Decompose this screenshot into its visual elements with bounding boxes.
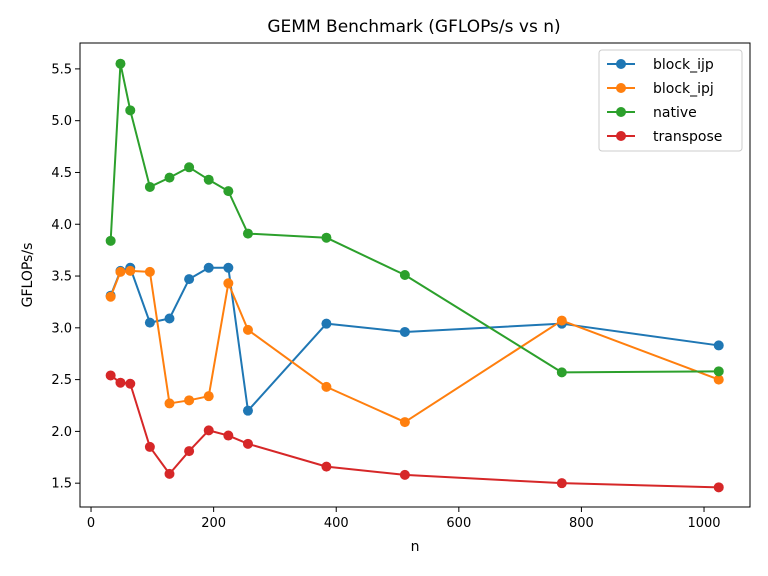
y-tick-label: 2.0 [51,425,72,440]
data-point [164,172,175,183]
y-tick-label: 3.0 [51,321,72,336]
data-point [105,370,116,381]
series-layer [105,58,724,493]
legend-marker [616,83,626,93]
data-point [184,162,195,173]
data-point [115,266,126,277]
data-point [242,228,253,239]
data-point [125,265,136,276]
data-point [321,381,332,392]
y-tick-label: 5.0 [51,114,72,129]
legend-marker [616,59,626,69]
legend-marker [616,107,626,117]
data-point [223,430,234,441]
legend-entry: transpose [607,129,722,145]
data-point [203,391,214,402]
x-axis-title: n [411,539,420,555]
x-tick-label: 800 [569,516,594,531]
x-tick-label: 200 [201,516,226,531]
data-point [321,232,332,243]
data-point [713,340,724,351]
data-point [321,318,332,329]
data-point [713,482,724,493]
data-point [184,274,195,285]
data-point [399,326,410,337]
y-tick-label: 1.5 [51,477,72,492]
data-point [556,315,567,326]
data-point [223,262,234,273]
data-point [144,317,155,328]
chart-title: GEMM Benchmark (GFLOPs/s vs n) [267,17,560,37]
data-point [164,398,175,409]
data-point [164,468,175,479]
data-point [223,186,234,197]
legend-box [598,49,743,152]
data-point [556,478,567,489]
data-point [115,58,126,69]
x-tick-label: 600 [446,516,471,531]
data-point [125,378,136,389]
data-point [105,291,116,302]
x-tick-label: 0 [87,516,95,531]
data-point [184,395,195,406]
legend-label: block_ijp [653,57,714,73]
y-tick-label: 4.0 [51,218,72,233]
data-point [164,313,175,324]
data-point [203,262,214,273]
x-tick-label: 400 [324,516,349,531]
y-tick-label: 5.5 [51,62,72,77]
data-point [713,366,724,377]
data-point [184,446,195,457]
series-block-ipj [105,265,724,428]
data-point [223,278,234,289]
data-point [144,266,155,277]
data-point [144,181,155,192]
data-point [242,324,253,335]
legend-entry: block_ipj [607,81,714,97]
y-axis: 1.5 2.0 2.5 3.0 3.5 4.0 4.5 5.0 5.5 [51,62,80,492]
data-point [203,174,214,185]
data-point [242,405,253,416]
data-point [321,461,332,472]
legend-entry: native [607,105,697,121]
legend-label: transpose [653,129,722,145]
data-point [556,367,567,378]
data-point [399,417,410,428]
data-point [115,377,126,388]
data-point [125,105,136,116]
x-axis: 0 200 400 600 800 1000 [87,507,721,531]
legend-label: native [653,105,697,121]
plot-frame [79,42,751,508]
legend-entry: block_ijp [607,57,714,73]
y-tick-label: 4.5 [51,166,72,181]
data-point [144,441,155,452]
y-tick-label: 3.5 [51,270,72,285]
legend-label: block_ipj [653,81,714,97]
data-point [399,270,410,280]
y-tick-label: 2.5 [51,373,72,388]
series-native [105,58,724,378]
data-point [242,438,253,449]
y-axis-title: GFLOPs/s [20,243,36,308]
data-point [713,374,724,385]
data-point [105,235,116,246]
data-point [399,469,410,480]
x-tick-label: 1000 [687,516,720,531]
legend-marker [616,131,626,141]
data-point [203,425,214,436]
series-transpose [105,370,724,493]
